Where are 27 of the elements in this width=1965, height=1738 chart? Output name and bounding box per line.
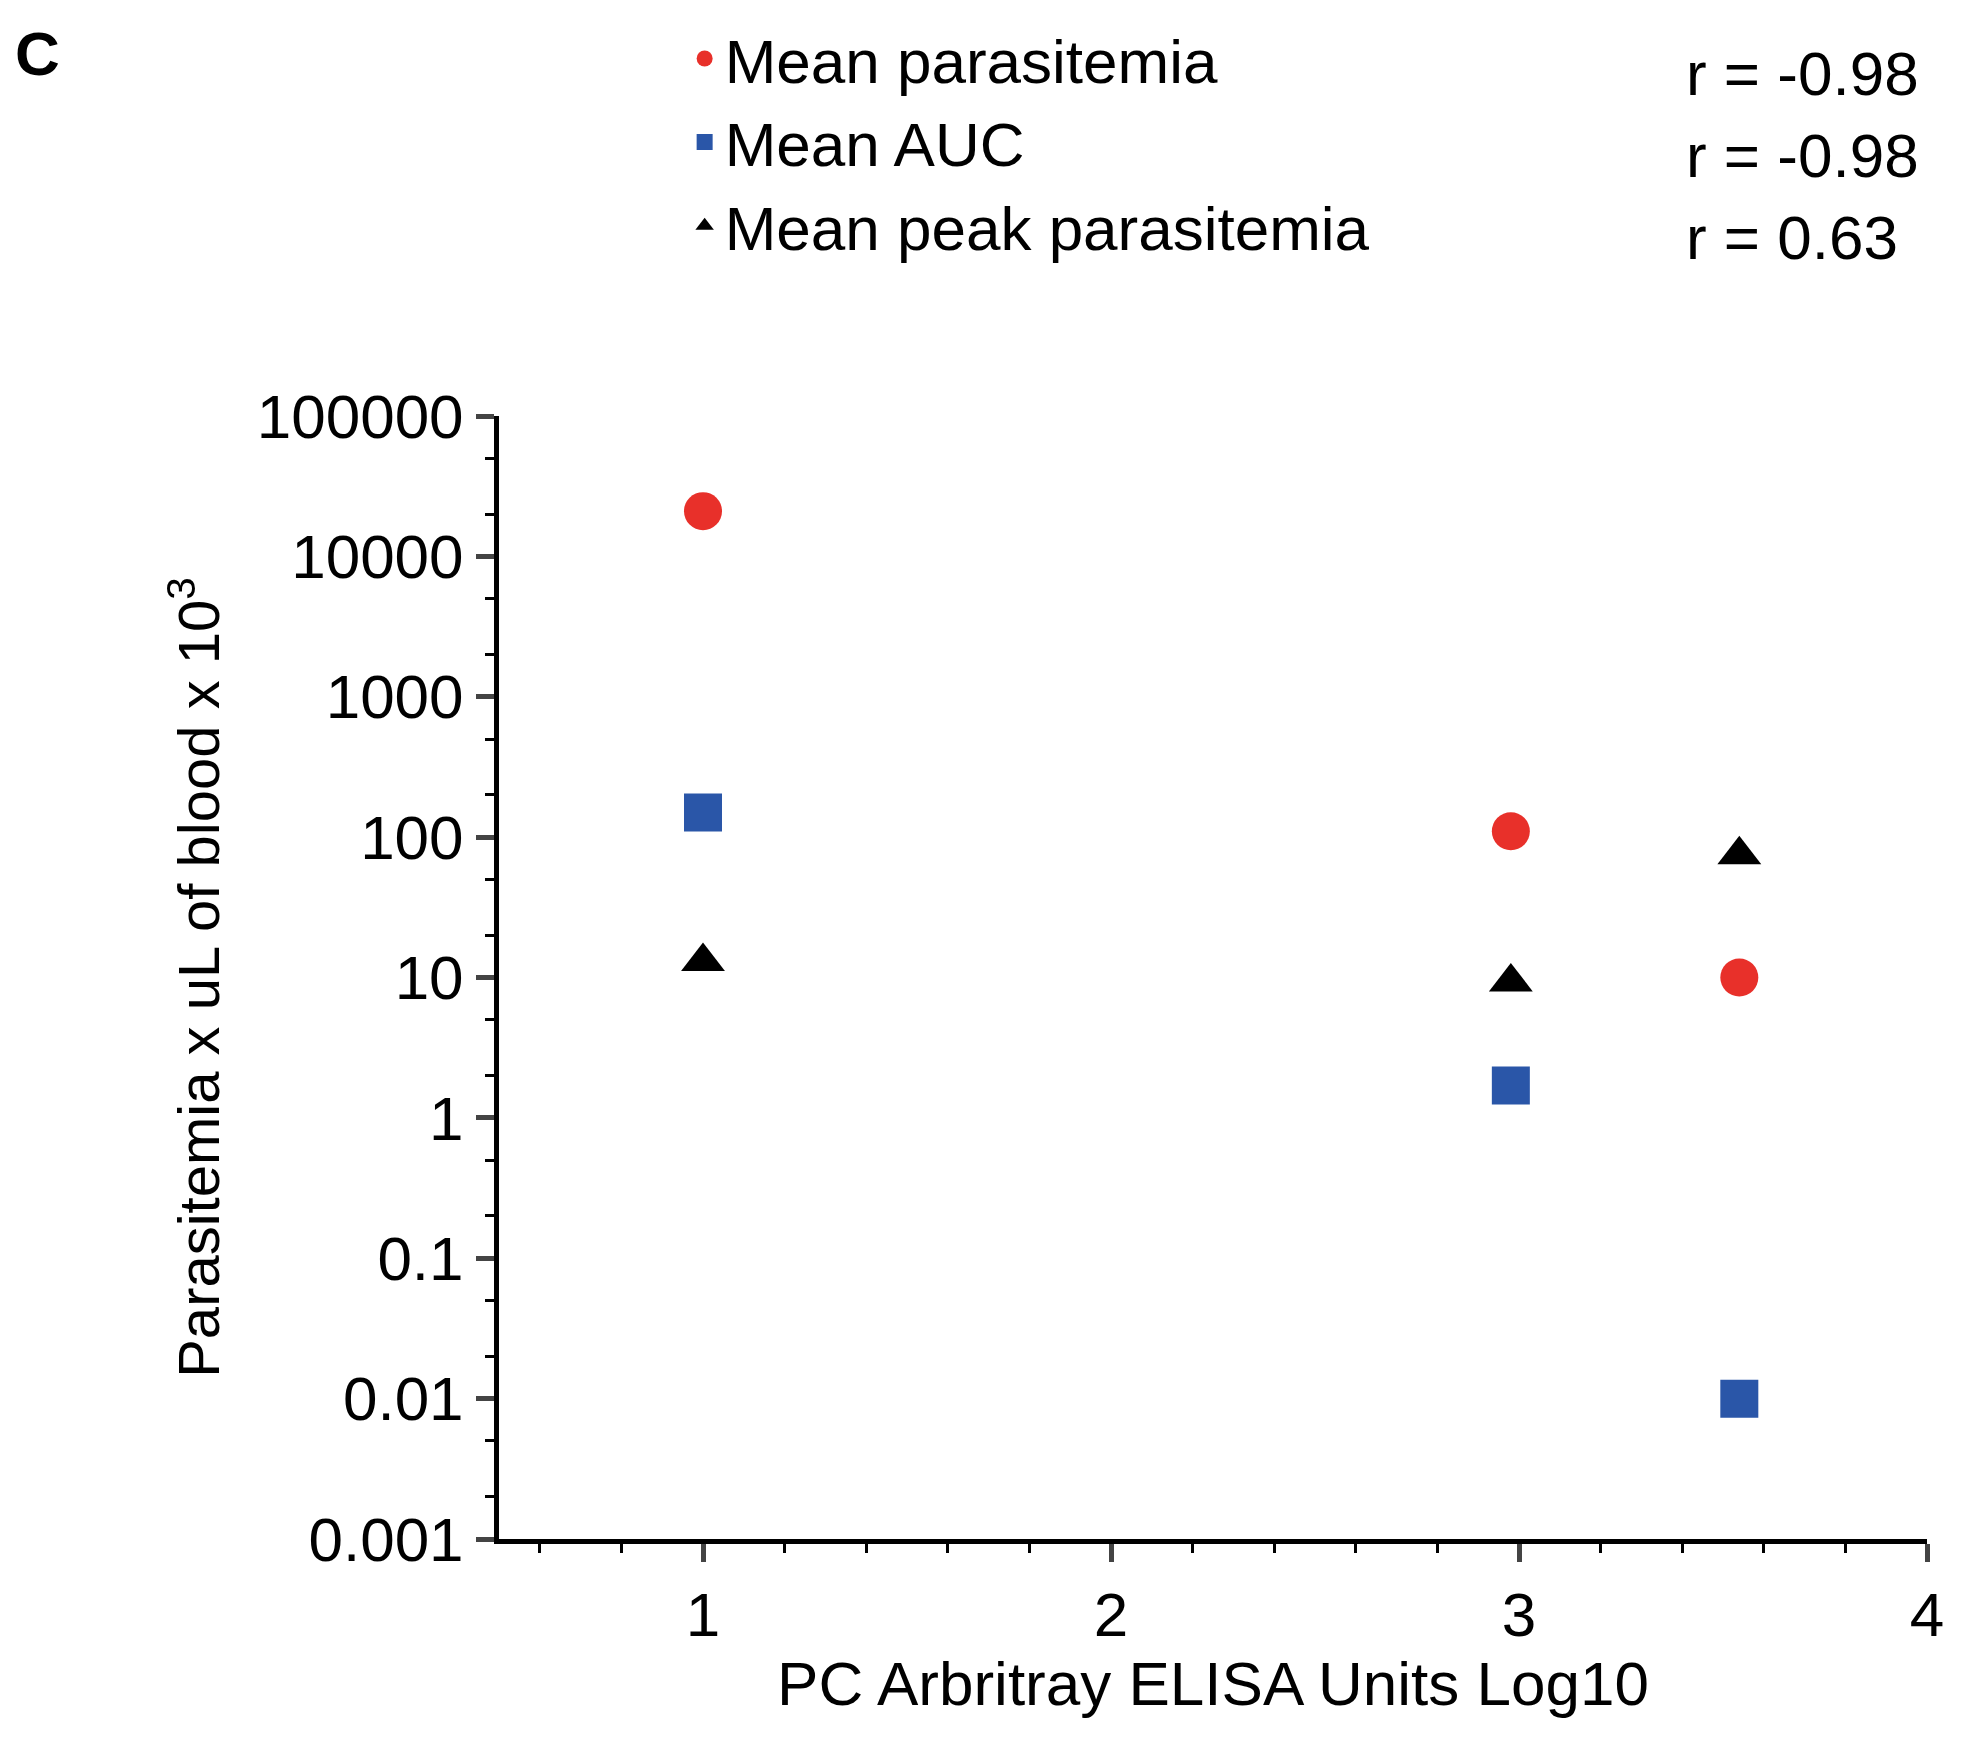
y-tick-label: 100000 bbox=[256, 381, 464, 451]
point bbox=[1720, 958, 1759, 997]
legend-label: Mean parasitemia bbox=[724, 26, 1218, 96]
y-tick-label: 1 bbox=[429, 1083, 464, 1153]
y-tick-label: 0.01 bbox=[342, 1364, 464, 1434]
x-tick-label: 1 bbox=[685, 1580, 721, 1650]
legend-label: Mean AUC bbox=[724, 110, 1025, 180]
x-tick-label: 4 bbox=[1909, 1580, 1945, 1650]
x-tick-label: 3 bbox=[1501, 1580, 1537, 1650]
point bbox=[684, 793, 722, 832]
y-tick-label: 10 bbox=[394, 943, 464, 1013]
point bbox=[1491, 812, 1530, 851]
text: r = 0.63 bbox=[1686, 203, 1898, 272]
x-axis-title: PC Arbritray ELISA Units Log10 bbox=[777, 1649, 1649, 1719]
legend-label: Mean peak parasitemia bbox=[724, 193, 1370, 263]
y-tick-label: 0.1 bbox=[377, 1223, 464, 1293]
y-tick-label: 10000 bbox=[291, 522, 464, 592]
text: C bbox=[15, 19, 60, 88]
point bbox=[1720, 1379, 1759, 1418]
text: r = -0.98 bbox=[1686, 39, 1919, 108]
y-tick-label: 1000 bbox=[325, 662, 464, 732]
point bbox=[1491, 1066, 1530, 1105]
point bbox=[684, 492, 722, 531]
y-tick-label: 100 bbox=[360, 802, 464, 872]
y-tick-label: 0.001 bbox=[308, 1504, 464, 1574]
x-tick-label: 2 bbox=[1093, 1580, 1129, 1650]
text: r = -0.98 bbox=[1686, 121, 1919, 190]
